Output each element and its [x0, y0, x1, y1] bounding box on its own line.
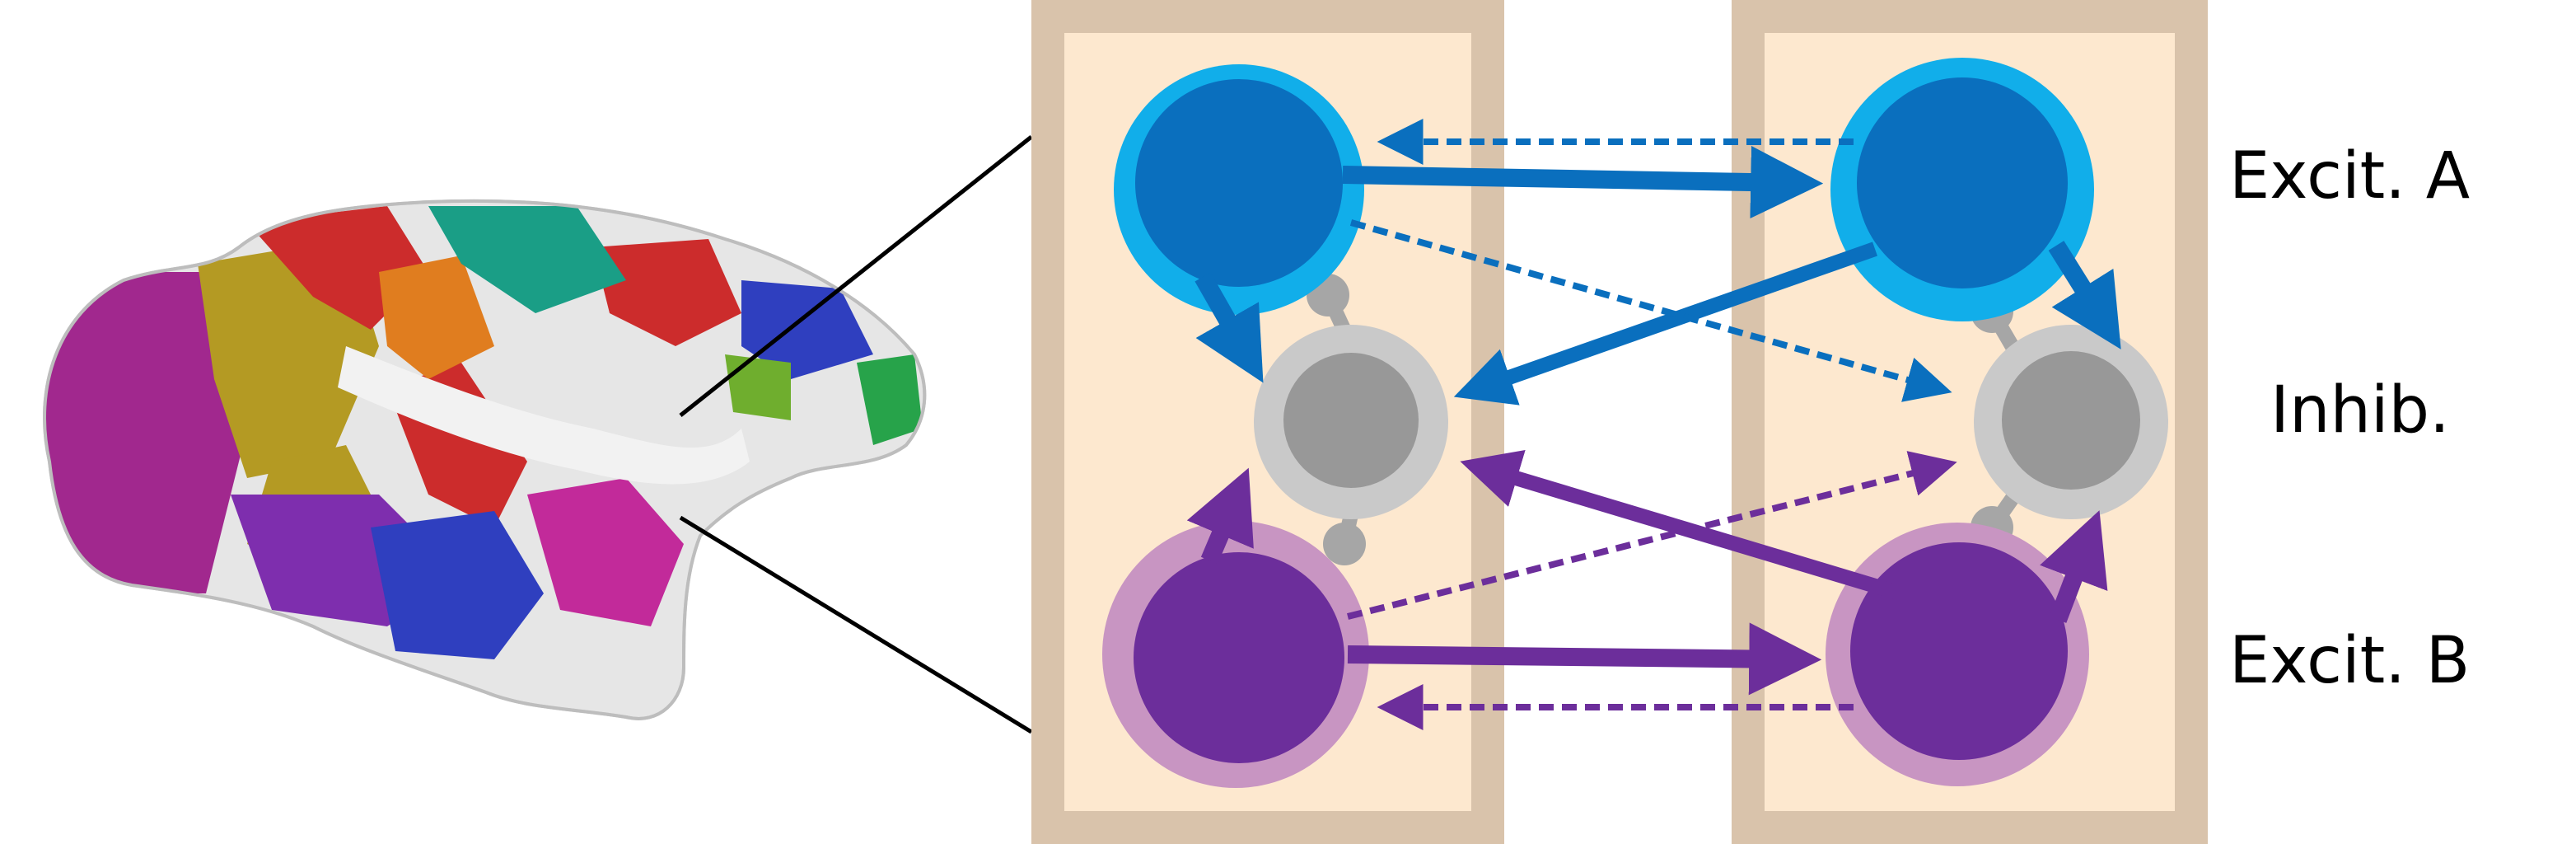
arrow-a-left-to-inhib-left: [1194, 272, 1264, 383]
excit-a-connections: [1194, 119, 2121, 406]
arrow-a-right-to-inhib-right: [2048, 241, 2121, 349]
arrow-b-left-to-inhib-left: [1186, 467, 1254, 565]
arrow-b-left-to-inhib-right-dashed: [1347, 451, 1957, 620]
node-inhib-right: [1974, 325, 2168, 519]
node-excit-b-right: [1826, 523, 2089, 786]
label-inhib: Inhib.: [2270, 373, 2450, 448]
arrow-a-left-to-a-right: [1342, 146, 1824, 219]
label-excit-a: Excit. A: [2229, 139, 2470, 213]
node-excit-b-left: [1102, 521, 1369, 788]
brain-parcellation: [43, 199, 927, 720]
arrow-a-left-to-inhib-right-dashed: [1349, 219, 1952, 402]
zoom-line-bottom: [679, 515, 1033, 734]
arrow-a-right-to-inhib-left: [1453, 241, 1877, 406]
node-inhib-left: [1254, 325, 1448, 519]
zoom-line-top: [679, 135, 1033, 417]
label-excit-b: Excit. B: [2229, 624, 2470, 698]
arrow-b-right-to-inhib-right: [2040, 510, 2108, 623]
node-excit-a-left: [1114, 64, 1364, 315]
arrow-b-left-to-b-right: [1347, 622, 1822, 696]
excit-b-connections: [1186, 449, 2108, 730]
node-excit-a-right: [1830, 58, 2094, 321]
